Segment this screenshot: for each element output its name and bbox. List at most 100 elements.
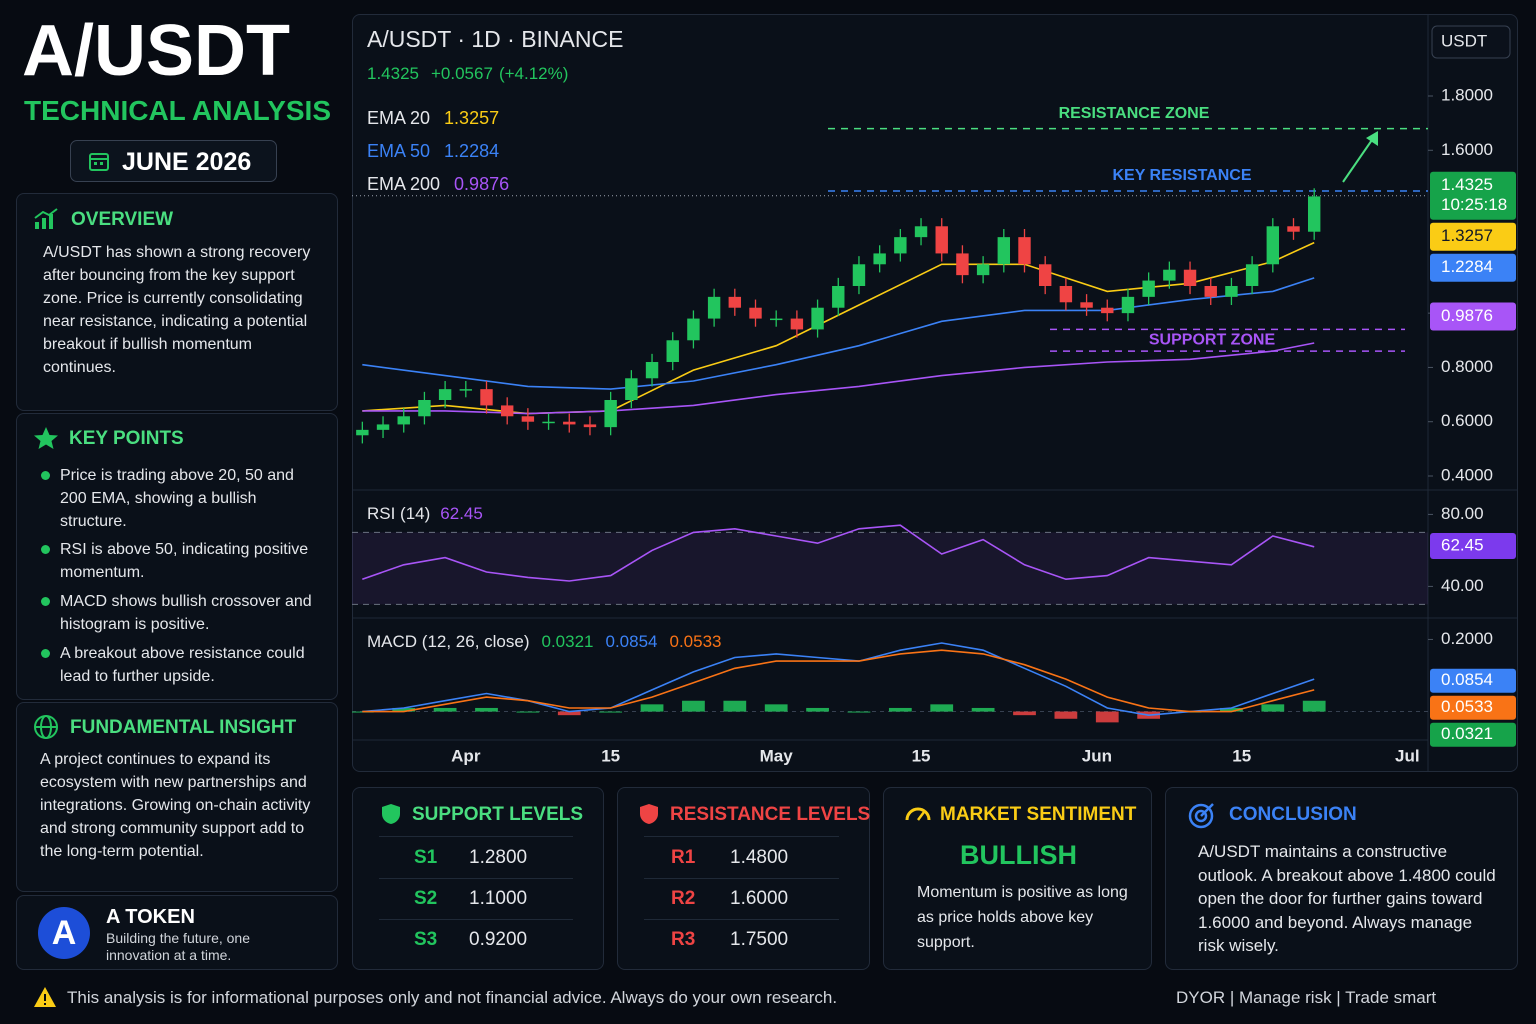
histogram-bar [1302,700,1326,712]
resistance-heading: RESISTANCE LEVELS [670,804,871,825]
ema-name: EMA 50 [367,141,430,161]
candle-body [1183,269,1197,286]
price-tag [1430,532,1516,559]
candle-body [811,307,824,330]
price-line: 1.4325 +0.0567 (+4.12%) [367,64,568,83]
arrow-head [1366,131,1378,146]
histogram-bar [847,711,871,713]
conclusion-text: A/USDT maintains a constructive outlook.… [1198,842,1496,955]
candle-body [873,253,886,265]
candle-body [1142,280,1155,297]
price-tag-label: 0.9876 [1441,306,1493,325]
histogram-bar [392,707,416,712]
support-panel: SUPPORT LEVELS S1 1.2800 S2 1.1000 S3 0.… [352,787,604,970]
candle-body [935,226,948,254]
candle-body [1245,264,1259,286]
y-tick-label: 1.8000 [1441,85,1493,104]
candle-body [1204,286,1217,297]
histogram-bar [557,711,581,716]
histogram-bar [433,707,457,712]
candle-body [894,237,907,254]
level-value: 1.4800 [730,847,789,868]
row-divider [644,878,839,879]
candle-body [666,340,679,362]
y-tick-label: 0.4000 [1441,465,1493,484]
overview-icon [34,208,58,229]
globe-icon [34,715,58,739]
candle-body [625,378,638,400]
macd-legend: MACD (12, 26, close) 0.0321 0.0854 0.0533 [367,632,722,651]
x-tick-label: Apr [451,746,481,765]
macd-line [362,642,1315,717]
key-point: A breakout above resistance could lead t… [60,645,305,685]
ema-name: EMA 200 [367,174,440,194]
level-value: 1.1000 [469,888,528,909]
row-divider [644,836,839,837]
macd-title: MACD (12, 26, close) [367,632,530,651]
warning-icon [34,987,56,1007]
page-title: A/USDT [22,11,290,91]
candle-body [728,296,742,308]
ema-name: EMA 20 [367,108,430,128]
candle-body [852,264,866,286]
sentiment-heading: MARKET SENTIMENT [940,804,1137,825]
histogram-bar [723,700,747,712]
candle-body [687,318,700,341]
row-divider [379,878,573,879]
price-tag [1430,222,1516,251]
y-tick-label: 80.00 [1441,504,1484,523]
histogram-bar [1261,704,1285,712]
token-name: A TOKEN [106,906,195,928]
candle-body [1287,226,1300,232]
shield-icon [382,804,400,824]
candle-body [438,389,452,400]
price-tag [1430,668,1516,693]
fundamental-panel: FUNDAMENTAL INSIGHT A project continues … [16,702,338,892]
candle-body [1018,237,1031,265]
level-name: S2 [414,888,438,909]
bullet [41,597,50,606]
conclusion-heading: CONCLUSION [1229,804,1357,825]
candle-body [480,389,493,406]
key-point: RSI is above 50, indicating positive mom… [60,541,309,581]
ema-line [362,277,1315,390]
sentiment-text: Momentum is positive as long as price ho… [917,884,1128,951]
candle-body [376,424,390,430]
histogram-bar [1220,707,1243,712]
histogram-bar [764,704,788,712]
ema-value: 0.9876 [454,174,509,194]
histogram-bar [971,707,995,712]
candle-body [707,296,721,319]
disclaimer: This analysis is for informational purpo… [67,988,838,1007]
sentiment-verdict: BULLISH [960,840,1077,870]
candle-body [997,237,1011,265]
x-tick-label: Jul [1395,746,1420,765]
price-tag-label: 10:25:18 [1441,195,1507,214]
y-tick-label: 0.8000 [1441,357,1493,376]
rsi-band [352,532,1428,605]
key-point: MACD shows bullish crossover and histogr… [60,593,312,633]
histogram-bar [1013,711,1036,716]
level-name: R1 [671,847,696,868]
price-change-pct: (+4.12%) [499,64,568,83]
price-tag [1430,171,1516,220]
sentiment-panel: MARKET SENTIMENT BULLISH Momentum is pos… [883,787,1152,970]
price-tag [1430,302,1516,331]
overview-text: A/USDT has shown a strong recovery after… [43,244,311,376]
histogram-bar [475,707,498,712]
x-tick-label: 15 [601,746,620,765]
currency-box [1431,25,1511,59]
price-tag-label: 0.0533 [1441,697,1493,716]
macd-value: 0.0854 [606,632,658,651]
price-tag-label: 0.0854 [1441,670,1493,689]
x-tick-label: 15 [912,746,931,765]
ema-legend: EMA 50 1.2284 [367,141,499,161]
candle-body [521,416,535,422]
shield-icon [640,804,658,824]
token-tagline: Building the future, one innovation at a… [106,930,250,963]
candle-body [356,429,369,436]
key-points-panel: KEY POINTS Price is trading above 20, 50… [16,413,338,700]
y-tick-label: 1.6000 [1441,140,1493,159]
breakout-arrow [1342,136,1375,183]
rsi-value: 62.45 [440,504,483,523]
